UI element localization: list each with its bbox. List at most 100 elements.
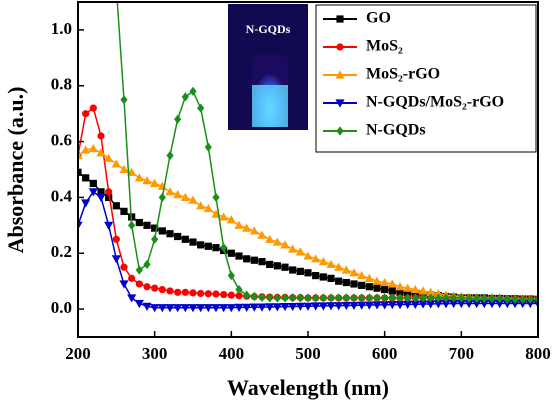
marker	[96, 193, 106, 203]
legend-label: N-GQDs	[366, 122, 426, 139]
marker	[111, 255, 121, 264]
marker	[257, 303, 267, 312]
marker	[120, 95, 128, 105]
marker	[158, 192, 166, 203]
marker	[243, 290, 251, 300]
legend-label: MoS₂-rGO	[366, 66, 440, 83]
y-tick-label: 0.8	[51, 75, 72, 94]
marker	[418, 286, 428, 295]
marker	[227, 291, 235, 299]
marker	[134, 173, 144, 182]
marker	[174, 114, 182, 124]
marker	[249, 303, 259, 312]
marker	[403, 283, 413, 292]
marker	[135, 280, 143, 288]
marker	[296, 267, 304, 275]
marker	[336, 43, 344, 51]
x-tick-label: 800	[525, 344, 551, 363]
marker	[211, 304, 221, 313]
marker	[166, 287, 174, 295]
y-tick-label: 1.0	[51, 19, 72, 38]
marker	[350, 293, 358, 303]
x-tick-label: 500	[295, 344, 321, 363]
x-axis-label: Wavelength (nm)	[227, 375, 389, 400]
marker	[350, 280, 358, 288]
marker	[410, 284, 420, 294]
marker	[411, 293, 419, 303]
marker	[289, 293, 297, 303]
marker	[78, 168, 82, 176]
marker	[487, 299, 497, 309]
marker	[128, 220, 136, 230]
marker	[449, 299, 459, 309]
marker	[464, 299, 474, 309]
marker	[188, 304, 198, 313]
marker	[365, 283, 373, 291]
marker	[89, 179, 97, 188]
marker	[456, 299, 466, 309]
marker	[135, 218, 143, 227]
marker	[380, 277, 390, 287]
marker	[433, 289, 443, 298]
marker	[143, 259, 151, 270]
marker	[173, 190, 183, 199]
marker	[104, 153, 114, 162]
marker	[426, 287, 436, 296]
marker	[266, 260, 274, 269]
marker	[242, 223, 252, 232]
marker	[150, 178, 160, 188]
marker	[157, 304, 167, 313]
marker	[326, 302, 336, 311]
marker	[128, 274, 136, 282]
marker	[381, 293, 389, 303]
marker	[197, 289, 205, 298]
marker	[442, 293, 450, 303]
marker	[495, 299, 505, 309]
marker	[373, 293, 381, 303]
marker	[166, 150, 174, 161]
marker	[327, 274, 335, 282]
marker	[120, 263, 128, 271]
marker	[81, 199, 91, 208]
marker	[173, 304, 183, 313]
marker	[318, 302, 328, 311]
marker	[472, 299, 482, 309]
marker	[234, 220, 244, 229]
marker	[503, 294, 511, 304]
marker	[312, 293, 320, 303]
marker	[295, 247, 305, 256]
marker	[272, 237, 282, 246]
marker	[288, 302, 298, 312]
marker	[197, 241, 205, 249]
legend-label: MoS₂	[366, 38, 403, 55]
marker	[219, 304, 229, 313]
marker	[227, 249, 235, 257]
marker	[250, 256, 258, 264]
marker	[295, 302, 305, 311]
x-tick-label: 200	[65, 344, 91, 363]
marker	[151, 234, 159, 244]
marker	[342, 293, 350, 303]
marker	[134, 299, 144, 309]
marker	[166, 230, 174, 238]
y-tick-label: 0.0	[51, 298, 72, 317]
marker	[112, 235, 120, 243]
marker	[226, 215, 236, 224]
marker	[304, 293, 312, 303]
marker	[235, 284, 243, 295]
marker	[488, 293, 496, 304]
y-axis-label: Absorbance (a.u.)	[3, 87, 28, 254]
marker	[518, 299, 528, 309]
marker	[97, 132, 105, 140]
marker	[203, 203, 213, 213]
marker	[312, 271, 320, 280]
marker	[349, 301, 359, 311]
marker	[88, 188, 98, 197]
marker	[265, 234, 275, 243]
marker	[273, 293, 281, 303]
marker	[526, 294, 534, 304]
marker	[434, 293, 442, 303]
marker	[266, 293, 274, 303]
marker	[326, 259, 336, 269]
marker	[196, 201, 206, 210]
